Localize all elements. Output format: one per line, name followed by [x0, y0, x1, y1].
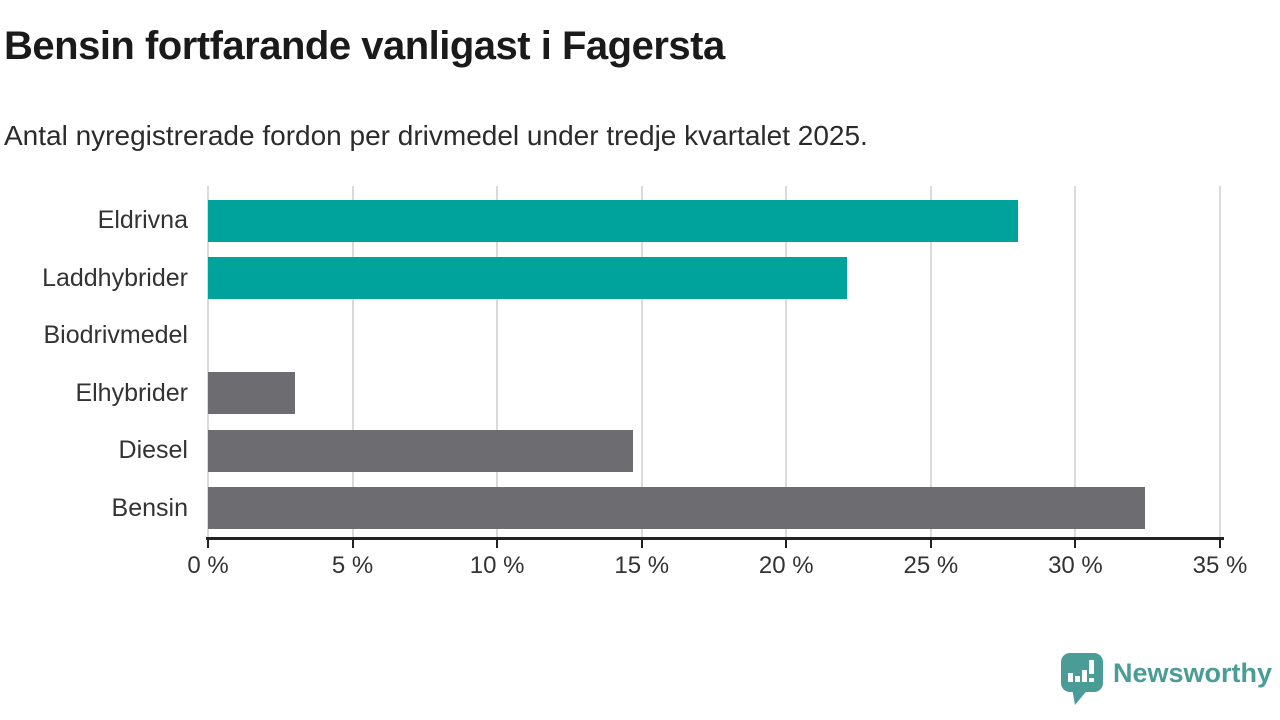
- x-tick-label-10: 10 %: [469, 552, 525, 579]
- bar-row-diesel: [208, 422, 1220, 480]
- gridline-30: [1074, 186, 1077, 537]
- newsworthy-logo: Newsworthy: [1059, 652, 1272, 706]
- x-tick-label-15: 15 %: [614, 552, 670, 579]
- category-label-bensin: Bensin: [111, 493, 188, 522]
- x-axis-line: [206, 537, 1224, 540]
- speech-bubble-bar-chart-icon: [1060, 653, 1103, 705]
- x-tick-0: [207, 540, 209, 548]
- x-tick-label-0: 0 %: [187, 552, 229, 579]
- gridlines: [207, 186, 1221, 537]
- bar-bensin: [208, 487, 1145, 530]
- x-tick-35: [1219, 540, 1221, 548]
- category-labels: Eldrivna Laddhybrider Biodrivmedel Elhybrid…: [0, 192, 188, 537]
- bar-row-elhybrider: [208, 365, 1220, 423]
- gridline-10: [496, 186, 499, 537]
- category-label-biodrivmedel: Biodrivmedel: [43, 321, 188, 350]
- gridline-5: [351, 186, 354, 537]
- x-tick-30: [1074, 540, 1077, 548]
- x-tick-label-30: 30 %: [1048, 552, 1103, 579]
- category-label-laddhybrider: Laddhybrider: [42, 263, 188, 292]
- x-tick-label-5: 5 %: [331, 552, 374, 579]
- bar-row-eldrivna: [208, 192, 1220, 250]
- x-tick-25: [929, 540, 932, 548]
- brand-name: Newsworthy: [1112, 658, 1272, 688]
- gridline-20: [785, 186, 788, 537]
- gridline-0: [207, 186, 209, 537]
- x-tick-20: [785, 540, 788, 548]
- gridline-15: [640, 186, 643, 537]
- bar-row-laddhybrider: [208, 250, 1220, 308]
- bar-eldrivna: [208, 199, 1018, 242]
- x-tick-5: [351, 540, 354, 548]
- bar-elhybrider: [208, 372, 295, 415]
- bar-row-bensin: [208, 480, 1220, 538]
- chart-subtitle: Antal nyregistrerade fordon per drivmede…: [4, 120, 868, 151]
- x-axis-tick-labels: 0 % 5 % 10 % 15 % 20 % 25 % 30 % 35 %: [187, 552, 1247, 582]
- x-tick-label-25: 25 %: [903, 552, 959, 579]
- category-label-elhybrider: Elhybrider: [75, 378, 188, 407]
- bar-diesel: [208, 429, 634, 472]
- plot-area: [208, 192, 1220, 537]
- bar-row-biodrivmedel: [208, 307, 1220, 365]
- x-tick-15: [640, 540, 643, 548]
- x-tick-label-35: 35 %: [1192, 552, 1248, 579]
- gridline-35: [1219, 186, 1221, 537]
- x-tick-label-20: 20 %: [758, 552, 814, 579]
- category-label-eldrivna: Eldrivna: [97, 206, 188, 235]
- x-axis-ticks: [207, 540, 1221, 548]
- bar-laddhybrider: [208, 257, 847, 300]
- x-tick-10: [496, 540, 499, 548]
- gridline-25: [929, 186, 932, 537]
- category-label-diesel: Diesel: [118, 436, 188, 465]
- chart-title: Bensin fortfarande vanligast i Fagersta: [4, 24, 725, 68]
